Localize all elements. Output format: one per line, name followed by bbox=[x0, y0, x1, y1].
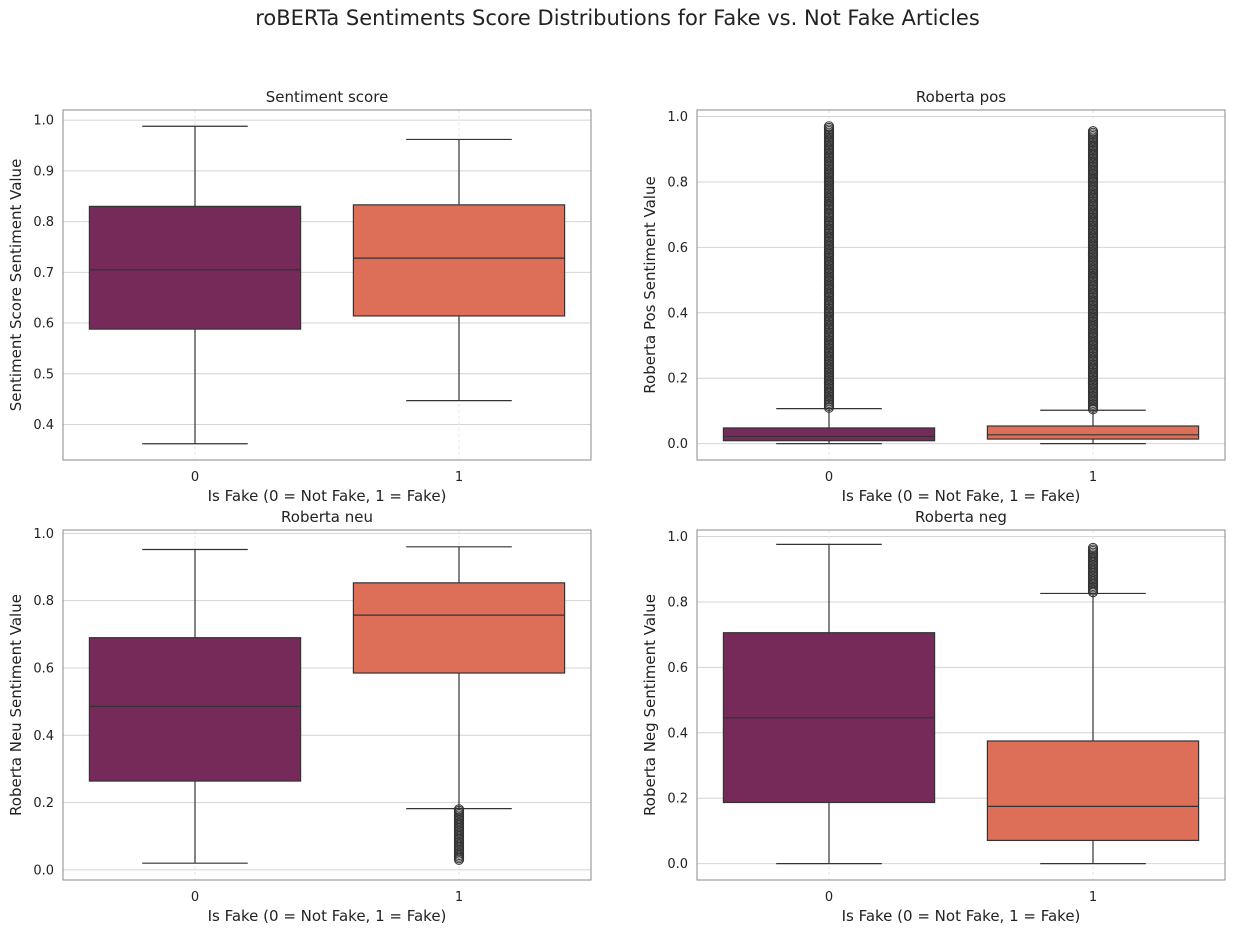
y-tick-label: 0.6 bbox=[667, 661, 688, 676]
y-tick-label: 0.8 bbox=[33, 594, 54, 609]
x-tick-label: 1 bbox=[455, 890, 463, 905]
y-tick-label: 0.6 bbox=[33, 661, 54, 676]
box-iqr bbox=[722, 427, 936, 442]
box-1 bbox=[986, 126, 1200, 445]
x-axis-label: Is Fake (0 = Not Fake, 1 = Fake) bbox=[208, 487, 447, 505]
outlier-point bbox=[823, 402, 835, 413]
box-0 bbox=[722, 543, 936, 865]
box-1 bbox=[986, 542, 1200, 865]
y-tick-label: 0.0 bbox=[667, 437, 688, 452]
y-tick-label: 0.8 bbox=[33, 215, 54, 230]
x-tick-label: 1 bbox=[455, 470, 463, 485]
box-0 bbox=[88, 548, 302, 864]
y-tick-label: 0.2 bbox=[33, 796, 54, 811]
y-tick-label: 0.4 bbox=[33, 729, 54, 744]
plot-frame bbox=[696, 109, 1226, 461]
plot-area bbox=[697, 110, 1225, 460]
box-1 bbox=[352, 546, 566, 865]
subplot-title: Roberta pos bbox=[916, 88, 1006, 106]
x-tick-label: 1 bbox=[1089, 890, 1097, 905]
x-tick-label: 0 bbox=[191, 470, 199, 485]
outlier-point bbox=[1087, 404, 1099, 415]
plot-frame bbox=[62, 109, 592, 461]
y-tick-label: 0.5 bbox=[33, 367, 54, 382]
y-tick-label: 1.0 bbox=[33, 114, 54, 129]
box-0 bbox=[88, 125, 302, 445]
figure-title: roBERTa Sentiments Score Distributions f… bbox=[255, 6, 980, 30]
box-iqr bbox=[352, 204, 566, 317]
y-tick-label: 0.8 bbox=[667, 595, 688, 610]
y-axis-label: Roberta Pos Sentiment Value bbox=[641, 176, 659, 393]
y-tick-label: 0.8 bbox=[667, 175, 688, 190]
y-tick-label: 0.2 bbox=[667, 372, 688, 387]
box-iqr bbox=[88, 637, 302, 782]
x-tick-label: 1 bbox=[1089, 470, 1097, 485]
x-tick-label: 0 bbox=[825, 890, 833, 905]
y-tick-label: 0.0 bbox=[33, 863, 54, 878]
outlier-point bbox=[1087, 587, 1099, 598]
y-axis-label: Roberta Neg Sentiment Value bbox=[641, 594, 659, 816]
y-tick-label: 1.0 bbox=[33, 527, 54, 542]
y-tick-label: 0.0 bbox=[667, 857, 688, 872]
plot-frame bbox=[62, 529, 592, 881]
x-axis-label: Is Fake (0 = Not Fake, 1 = Fake) bbox=[842, 487, 1081, 505]
y-tick-label: 0.6 bbox=[667, 241, 688, 256]
subplot-3: 0.0 0.2 0.4 0.6 0.8 1.0 0 1 Roberta neu Is Fake (… bbox=[7, 508, 592, 925]
y-tick-label: 1.0 bbox=[667, 530, 688, 545]
subplot-1: 0.4 0.5 0.6 0.7 0.8 0.9 1.0 0 1 Sentiment score Is… bbox=[7, 88, 592, 505]
y-tick-label: 1.0 bbox=[667, 110, 688, 125]
subplot-2: 0.0 0.2 0.4 0.6 0.8 1.0 0 1 Roberta pos Is Fake (… bbox=[641, 88, 1226, 505]
y-axis-label: Sentiment Score Sentiment Value bbox=[7, 159, 25, 412]
x-axis-label: Is Fake (0 = Not Fake, 1 = Fake) bbox=[842, 907, 1081, 925]
subplot-title: Roberta neu bbox=[281, 508, 373, 526]
x-tick-label: 0 bbox=[825, 470, 833, 485]
y-tick-label: 0.4 bbox=[667, 306, 688, 321]
outlier-point bbox=[453, 854, 465, 865]
x-axis-label: Is Fake (0 = Not Fake, 1 = Fake) bbox=[208, 907, 447, 925]
y-tick-label: 0.4 bbox=[667, 726, 688, 741]
y-tick-label: 0.7 bbox=[33, 266, 54, 281]
y-tick-label: 0.6 bbox=[33, 317, 54, 332]
box-iqr bbox=[352, 582, 566, 674]
plot-frame bbox=[696, 529, 1226, 881]
y-tick-label: 0.9 bbox=[33, 164, 54, 179]
box-iqr bbox=[986, 425, 1200, 440]
subplot-title: Sentiment score bbox=[266, 88, 389, 106]
y-tick-label: 0.4 bbox=[33, 418, 54, 433]
box-iqr bbox=[88, 205, 302, 330]
box-iqr bbox=[986, 740, 1200, 842]
subplot-title: Roberta neg bbox=[915, 508, 1007, 526]
y-axis-label: Roberta Neu Sentiment Value bbox=[7, 594, 25, 816]
subplot-4: 0.0 0.2 0.4 0.6 0.8 1.0 0 1 Roberta neg Is Fake (… bbox=[641, 508, 1226, 925]
y-tick-label: 0.2 bbox=[667, 792, 688, 807]
box-0 bbox=[722, 121, 936, 445]
box-1 bbox=[352, 138, 566, 402]
x-tick-label: 0 bbox=[191, 890, 199, 905]
